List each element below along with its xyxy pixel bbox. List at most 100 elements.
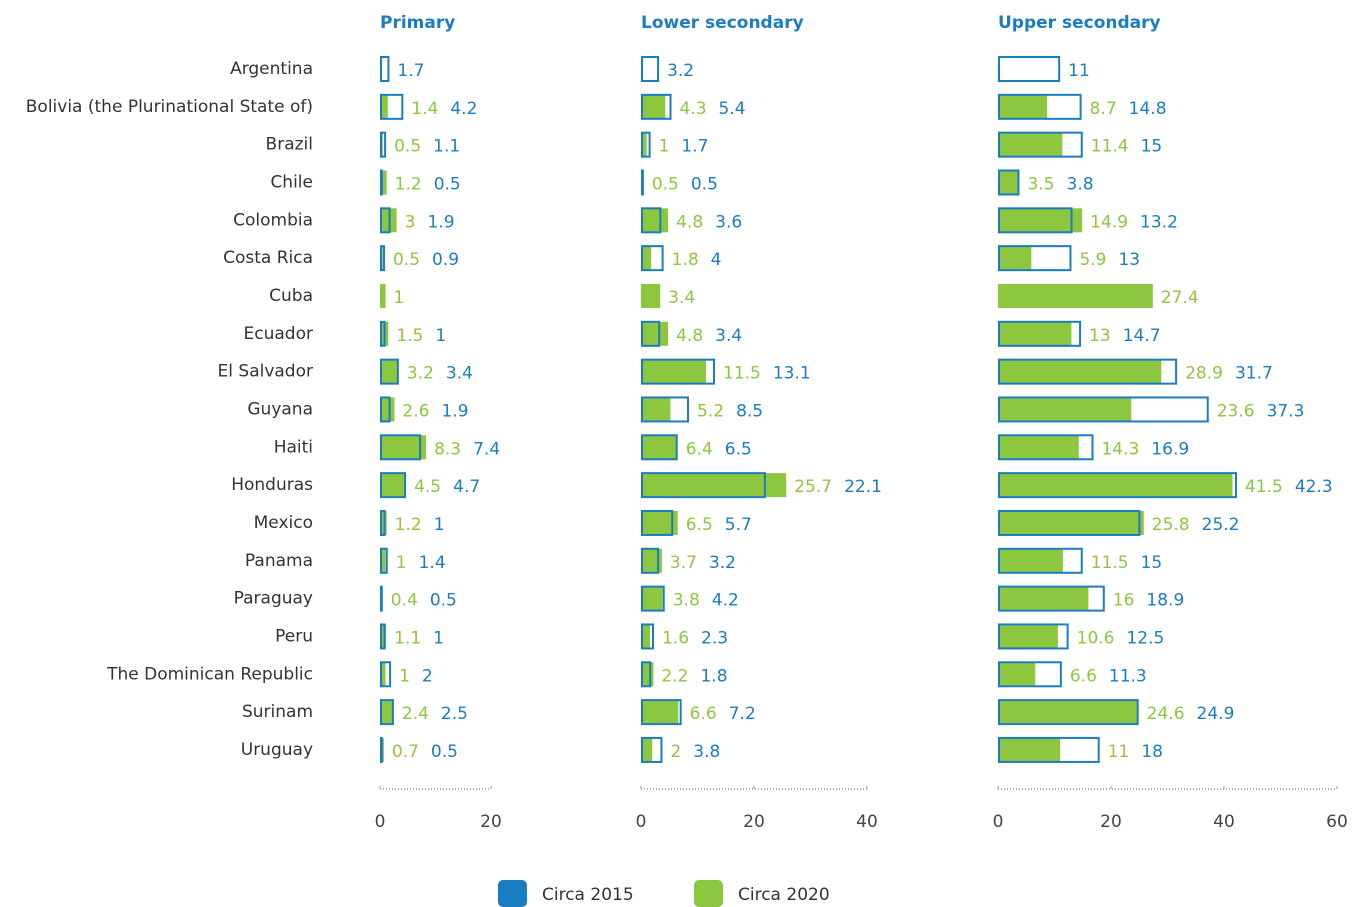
bar-2020	[380, 435, 427, 460]
value-label-2015: 14.7	[1123, 326, 1161, 346]
value-label-2020: 2.2	[661, 666, 688, 686]
value-label-2020: 0.5	[394, 137, 421, 157]
bar-2015	[641, 736, 663, 763]
value-label-2015: 0.5	[434, 174, 461, 194]
value-label-2015: 1.9	[427, 212, 454, 232]
value-label-2015: 18	[1141, 742, 1163, 762]
value-label-2020: 4.5	[414, 477, 441, 497]
category-label: Uruguay	[241, 740, 313, 760]
category-label: Bolivia (the Plurinational State of)	[26, 97, 313, 117]
value-label-2020: 0.7	[392, 742, 419, 762]
x-tick-label: 0	[636, 812, 647, 832]
value-label-2015: 0.9	[432, 250, 459, 270]
bar-2020	[641, 737, 653, 762]
value-label-2020: 4.3	[680, 99, 707, 119]
bar-2015	[380, 623, 386, 650]
bar-2015	[641, 131, 651, 158]
value-label-2015: 2.5	[441, 704, 468, 724]
bar-2020	[998, 283, 1153, 308]
bar-2020	[380, 94, 388, 119]
value-label-2020: 25.8	[1152, 515, 1190, 535]
value-label-2020: 14.9	[1090, 212, 1128, 232]
category-label: Brazil	[266, 135, 313, 155]
bar-2015	[380, 131, 387, 158]
panel-title: Primary	[380, 13, 455, 33]
bar-2015	[641, 623, 654, 650]
x-tick-label: 20	[1100, 812, 1122, 832]
value-label-2015: 4.2	[450, 99, 477, 119]
value-label-2020: 0.5	[393, 250, 420, 270]
bar-2020	[998, 737, 1061, 762]
value-label-2020: 3.2	[407, 364, 434, 384]
bar-2020	[998, 208, 1083, 233]
bar-2020	[998, 359, 1162, 384]
bar-2015	[380, 699, 394, 726]
bar-2015	[380, 207, 391, 234]
bar-2020	[380, 662, 386, 687]
bar-2015	[998, 736, 1100, 763]
bar-2015	[998, 320, 1082, 347]
bar-2020	[380, 359, 398, 384]
category-label: Mexico	[254, 513, 313, 533]
value-label-2020: 4.8	[676, 326, 703, 346]
bar-2020	[380, 283, 386, 308]
bar-2015	[998, 245, 1072, 272]
value-label-2015: 2.3	[701, 628, 728, 648]
value-label-2020: 1.2	[395, 515, 422, 535]
bar-2015	[641, 169, 644, 196]
bar-2020	[998, 624, 1058, 649]
value-label-2020: 2.4	[402, 704, 429, 724]
bar-2015	[998, 56, 1061, 82]
category-label: Paraguay	[234, 589, 313, 609]
value-label-2015: 1.4	[419, 553, 446, 573]
bar-2015	[380, 396, 391, 423]
value-label-2015: 1.8	[700, 666, 727, 686]
bar-2015	[998, 93, 1082, 120]
value-label-2020: 1.1	[394, 628, 421, 648]
value-label-2015: 8.5	[736, 401, 763, 421]
value-label-2015: 11	[1068, 61, 1090, 81]
bar-2020	[641, 435, 678, 460]
value-label-2020: 11.5	[723, 364, 761, 384]
value-label-2020: 3.4	[668, 288, 695, 308]
value-label-2020: 28.9	[1185, 364, 1223, 384]
bar-2015	[641, 245, 664, 272]
bar-2015	[641, 699, 682, 726]
bar-2020	[380, 170, 387, 195]
value-label-2015: 18.9	[1146, 591, 1184, 611]
value-label-2020: 6.6	[1070, 666, 1097, 686]
bar-2020	[641, 208, 669, 233]
legend-swatch	[498, 880, 527, 907]
value-label-2020: 3.5	[1027, 174, 1054, 194]
value-label-2015: 0.5	[431, 742, 458, 762]
value-label-2020: 8.7	[1090, 99, 1117, 119]
legend-swatch	[694, 880, 723, 907]
bar-2015	[998, 547, 1083, 574]
value-label-2015: 16.9	[1151, 439, 1189, 459]
bar-2015	[380, 358, 399, 385]
category-label: Colombia	[233, 210, 313, 230]
bar-2015	[380, 320, 386, 347]
value-label-2015: 1	[435, 326, 446, 346]
value-label-2015: 3.4	[446, 364, 473, 384]
x-tick-label: 20	[480, 812, 502, 832]
bar-2020	[998, 548, 1063, 573]
value-label-2015: 3.8	[693, 742, 720, 762]
category-label: Costa Rica	[223, 248, 313, 268]
value-label-2020: 41.5	[1245, 477, 1283, 497]
value-label-2015: 25.2	[1202, 515, 1240, 535]
value-label-2020: 1.5	[396, 326, 423, 346]
bar-2015	[998, 131, 1083, 158]
bar-2020	[998, 397, 1132, 422]
value-label-2015: 3.2	[667, 61, 694, 81]
value-label-2015: 1.1	[433, 137, 460, 157]
bar-2020	[641, 321, 669, 346]
value-label-2020: 3	[405, 212, 416, 232]
bar-2015	[998, 509, 1141, 536]
bar-2015	[641, 472, 766, 499]
value-label-2015: 3.8	[1067, 174, 1094, 194]
value-label-2020: 25.7	[794, 477, 832, 497]
bar-2015	[380, 169, 383, 196]
bar-2020	[641, 548, 662, 573]
